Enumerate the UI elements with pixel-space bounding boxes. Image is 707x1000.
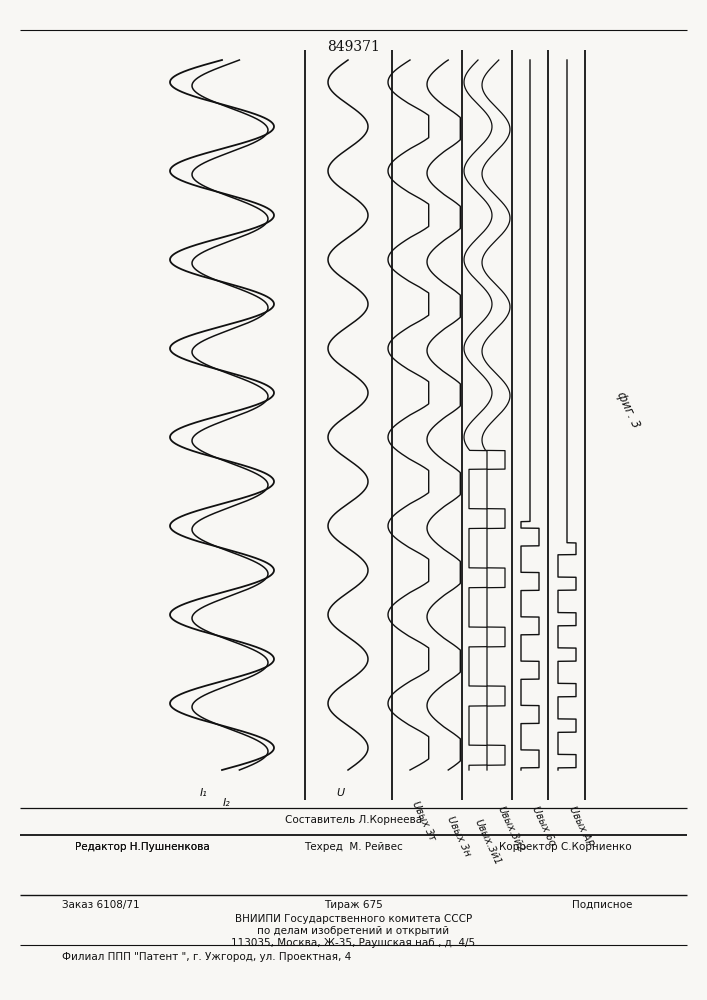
Text: Корректор С.Корниенко: Корректор С.Корниенко <box>499 842 632 852</box>
Text: Техред  М. Рейвес: Техред М. Рейвес <box>304 842 403 852</box>
Text: Редактор Н.Пушненкова: Редактор Н.Пушненкова <box>75 842 210 852</box>
Text: Филиал ППП "Патент ", г. Ужгород, ул. Проектная, 4: Филиал ППП "Патент ", г. Ужгород, ул. Пр… <box>62 952 351 962</box>
Text: Uвых 6о: Uвых 6о <box>530 805 557 848</box>
Text: Uвых.3й1: Uвых.3й1 <box>473 818 503 867</box>
Text: Подписное: Подписное <box>572 900 632 910</box>
Text: Тираж 675: Тираж 675 <box>324 900 383 910</box>
Text: U: U <box>336 788 344 798</box>
Text: Составитель Л.Корнеева: Составитель Л.Корнеева <box>285 815 422 825</box>
Text: по делам изобретений и открытий: по делам изобретений и открытий <box>257 926 450 936</box>
Text: Uвых 3н: Uвых 3н <box>445 815 472 858</box>
Text: Uвых.3й2: Uвых.3й2 <box>496 805 526 854</box>
Text: фиг. 3: фиг. 3 <box>614 390 642 430</box>
Text: Заказ 6108/71: Заказ 6108/71 <box>62 900 139 910</box>
Text: I₁: I₁ <box>200 788 208 798</box>
Text: I₂: I₂ <box>223 798 231 808</box>
Text: ВНИИПИ Государственного комитета СССР: ВНИИПИ Государственного комитета СССР <box>235 914 472 924</box>
Text: Uвых АР: Uвых АР <box>567 805 595 848</box>
Text: 849371: 849371 <box>327 40 380 54</box>
Text: 113035, Москва, Ж-35, Раушская наб., д. 4/5: 113035, Москва, Ж-35, Раушская наб., д. … <box>231 938 476 948</box>
Text: Редактор Н.Пушненкова: Редактор Н.Пушненкова <box>75 842 210 852</box>
Text: Uвых 3т: Uвых 3т <box>410 800 437 843</box>
